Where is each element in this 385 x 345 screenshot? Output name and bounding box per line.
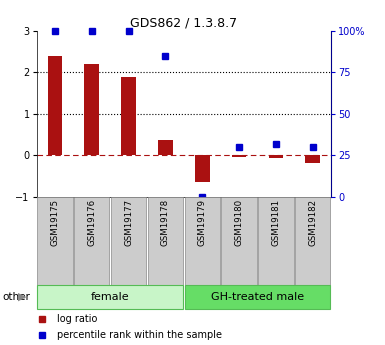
Text: GSM19177: GSM19177 xyxy=(124,199,133,246)
Bar xyxy=(37,285,183,309)
Bar xyxy=(221,197,257,285)
Text: GH-treated male: GH-treated male xyxy=(211,292,304,302)
Text: GSM19181: GSM19181 xyxy=(271,199,280,246)
Text: GSM19180: GSM19180 xyxy=(234,199,244,246)
Bar xyxy=(74,197,109,285)
Bar xyxy=(232,155,246,157)
Text: log ratio: log ratio xyxy=(57,314,97,324)
Bar xyxy=(184,285,330,309)
Bar xyxy=(84,64,99,155)
Text: ▶: ▶ xyxy=(18,292,27,302)
Bar xyxy=(195,155,209,182)
Bar xyxy=(111,197,146,285)
Bar xyxy=(268,155,283,158)
Text: female: female xyxy=(91,292,129,302)
Text: GSM19175: GSM19175 xyxy=(50,199,60,246)
Text: percentile rank within the sample: percentile rank within the sample xyxy=(57,330,222,340)
Title: GDS862 / 1.3.8.7: GDS862 / 1.3.8.7 xyxy=(130,17,238,30)
Bar xyxy=(295,197,330,285)
Text: GSM19176: GSM19176 xyxy=(87,199,96,246)
Bar xyxy=(158,139,173,155)
Bar xyxy=(37,197,73,285)
Bar xyxy=(184,197,220,285)
Bar xyxy=(48,56,62,155)
Bar xyxy=(148,197,183,285)
Text: GSM19182: GSM19182 xyxy=(308,199,317,246)
Bar xyxy=(305,155,320,163)
Text: other: other xyxy=(2,292,30,302)
Bar xyxy=(258,197,293,285)
Text: GSM19178: GSM19178 xyxy=(161,199,170,246)
Text: GSM19179: GSM19179 xyxy=(198,199,207,246)
Bar xyxy=(121,77,136,155)
